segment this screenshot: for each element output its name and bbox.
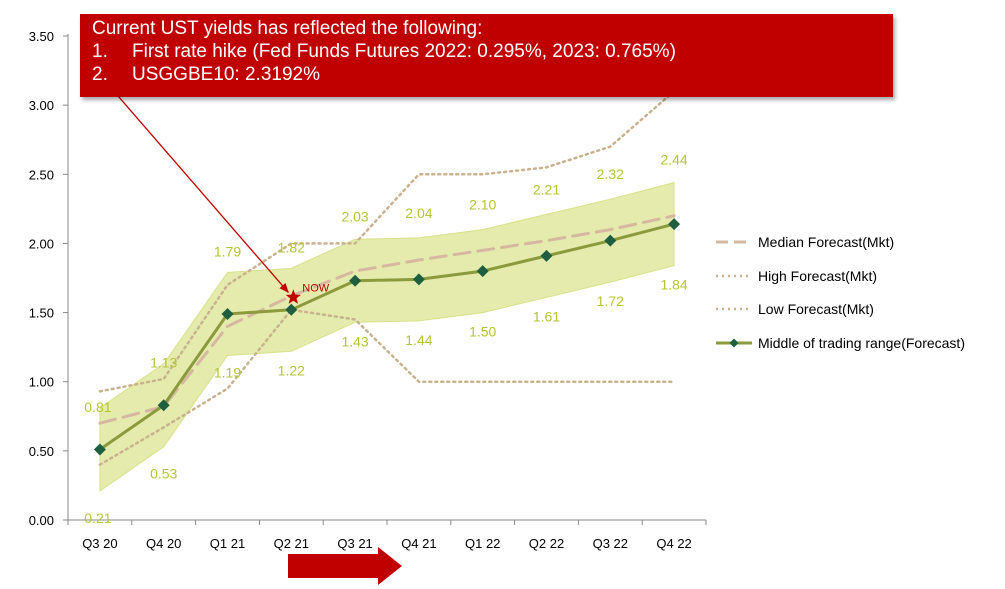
y-tick-label-0: 0.00 — [29, 513, 54, 528]
lower-range-label-9: 1.84 — [660, 277, 687, 293]
middle-marker-7 — [540, 249, 553, 262]
callout-item-2-text: USGGBE10: 2.3192% — [132, 64, 320, 85]
upper-range-label-0: 0.81 — [84, 399, 111, 415]
upper-range-label-9: 2.44 — [660, 152, 687, 168]
legend-label-3: Middle of trading range(Forecast) — [758, 335, 965, 351]
x-tick-label-6: Q1 22 — [465, 536, 500, 551]
y-tick-label-6: 3.00 — [29, 98, 54, 113]
lower-range-label-0: 0.21 — [84, 510, 111, 526]
upper-range-label-6: 2.10 — [469, 197, 496, 213]
lower-range-label-8: 1.72 — [597, 293, 624, 309]
upper-range-label-8: 2.32 — [597, 166, 624, 182]
x-tick-label-1: Q4 20 — [146, 536, 181, 551]
lower-range-label-6: 1.50 — [469, 324, 496, 340]
callout-item-1: 1. First rate hike (Fed Funds Futures 202… — [92, 40, 881, 63]
middle-marker-4 — [349, 274, 362, 287]
upper-range-label-1: 1.13 — [150, 355, 177, 371]
middle-marker-9 — [668, 218, 681, 231]
upper-range-label-3: 1.82 — [278, 239, 305, 255]
lower-range-label-7: 1.61 — [533, 308, 560, 324]
middle-marker-3 — [285, 303, 298, 316]
callout-arrow — [117, 95, 289, 294]
x-tick-label-2: Q1 21 — [210, 536, 245, 551]
upper-range-label-5: 2.04 — [405, 205, 432, 221]
x-tick-label-7: Q2 22 — [529, 536, 564, 551]
y-tick-label-1: 0.50 — [29, 444, 54, 459]
lower-range-label-4: 1.43 — [341, 333, 368, 349]
lower-range-label-1: 0.53 — [150, 466, 177, 482]
now-label: NOW — [302, 282, 330, 294]
time-direction-arrow-icon — [288, 547, 402, 585]
upper-range-label-2: 1.79 — [214, 243, 241, 259]
lower-range-label-5: 1.44 — [405, 332, 432, 348]
legend-marker-3 — [729, 338, 739, 348]
series-line-1 — [98, 90, 676, 393]
x-tick-label-3: Q2 21 — [274, 536, 309, 551]
callout-item-2-number: 2. — [92, 64, 108, 85]
callout-item-1-text: First rate hike (Fed Funds Futures 2022:… — [132, 41, 676, 62]
x-tick-label-5: Q4 21 — [401, 536, 436, 551]
upper-range-label-4: 2.03 — [341, 208, 368, 224]
callout-title: Current UST yields has reflected the fol… — [92, 18, 483, 39]
lower-range-label-2: 1.19 — [214, 364, 241, 380]
middle-marker-0 — [93, 443, 106, 456]
x-tick-label-0: Q3 20 — [82, 536, 117, 551]
series-line-2 — [98, 308, 676, 466]
series-line-3 — [98, 222, 676, 451]
callout-item-2: 2. USGGBE10: 2.3192% — [92, 63, 881, 86]
y-tick-label-5: 2.50 — [29, 167, 54, 182]
lower-range-label-3: 1.22 — [278, 362, 305, 378]
x-tick-label-9: Q4 22 — [656, 536, 691, 551]
legend-label-1: High Forecast(Mkt) — [758, 268, 877, 284]
series-line-0 — [98, 214, 676, 425]
middle-marker-1 — [157, 399, 170, 412]
y-tick-label-3: 1.50 — [29, 306, 54, 321]
trading-range-band — [99, 181, 675, 492]
middle-marker-8 — [604, 234, 617, 247]
callout-item-1-number: 1. — [92, 41, 108, 62]
callout-box: Current UST yields has reflected the fol… — [80, 14, 893, 97]
x-tick-label-4: Q3 21 — [337, 536, 372, 551]
now-star-icon — [285, 289, 301, 304]
upper-range-label-7: 2.21 — [533, 181, 560, 197]
legend-label-2: Low Forecast(Mkt) — [758, 301, 874, 317]
legend-label-0: Median Forecast(Mkt) — [758, 234, 894, 250]
middle-marker-5 — [412, 273, 425, 286]
y-tick-label-4: 2.00 — [29, 236, 54, 251]
middle-marker-6 — [476, 265, 489, 278]
y-tick-label-7: 3.50 — [29, 29, 54, 44]
x-tick-label-8: Q3 22 — [593, 536, 628, 551]
y-tick-label-2: 1.00 — [29, 375, 54, 390]
middle-marker-2 — [221, 307, 234, 320]
